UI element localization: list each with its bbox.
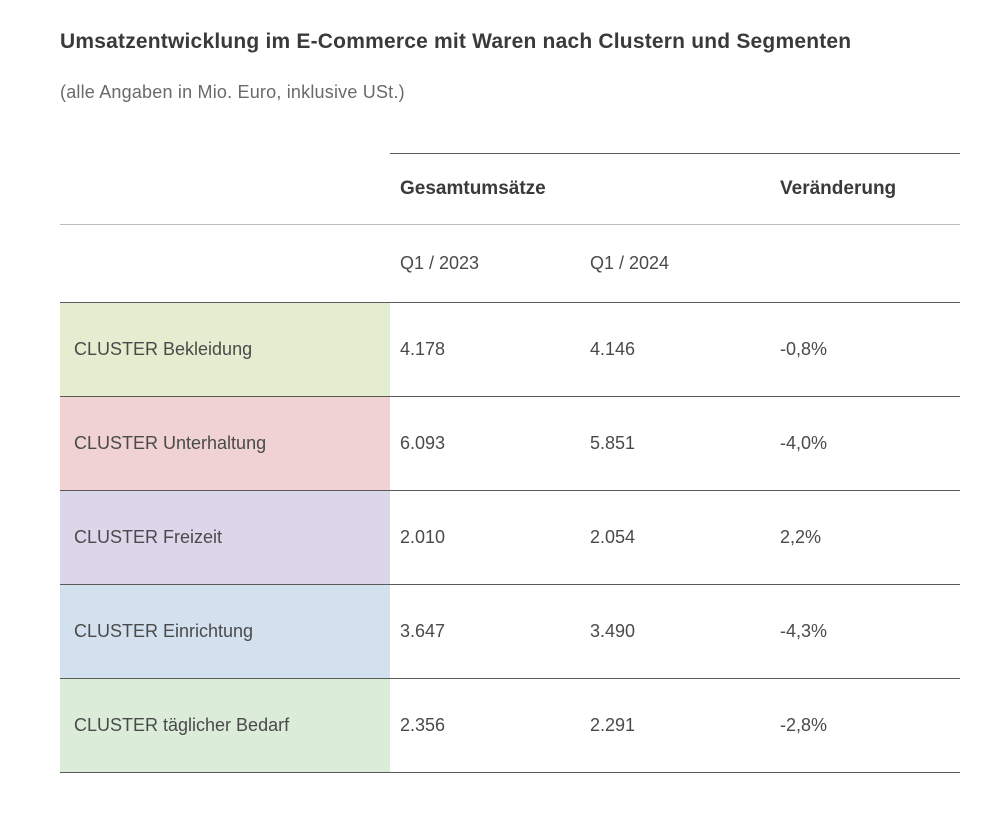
q1-2024-value: 2.054: [580, 491, 770, 585]
change-value: -4,0%: [770, 397, 960, 491]
table-row: CLUSTER Freizeit 2.010 2.054 2,2%: [60, 491, 960, 585]
table-subheader-empty: [60, 225, 390, 303]
revenue-table: Gesamtumsätze Veränderung Q1 / 2023 Q1 /…: [60, 153, 960, 773]
q1-2023-value: 3.647: [390, 585, 580, 679]
q1-2024-value: 3.490: [580, 585, 770, 679]
table-header-sub-row: Q1 / 2023 Q1 / 2024: [60, 225, 960, 303]
table-header-empty: [60, 154, 390, 225]
change-value: 2,2%: [770, 491, 960, 585]
change-value: -4,3%: [770, 585, 960, 679]
table-header-revenue: Gesamtumsätze: [390, 154, 770, 225]
table-row: CLUSTER täglicher Bedarf 2.356 2.291 -2,…: [60, 679, 960, 773]
cluster-label: CLUSTER Bekleidung: [60, 303, 390, 397]
q1-2024-value: 2.291: [580, 679, 770, 773]
q1-2023-value: 6.093: [390, 397, 580, 491]
q1-2023-value: 2.010: [390, 491, 580, 585]
change-value: -2,8%: [770, 679, 960, 773]
table-header-change: Veränderung: [770, 154, 960, 225]
table-subheader-change-empty: [770, 225, 960, 303]
cluster-label: CLUSTER Unterhaltung: [60, 397, 390, 491]
cluster-label: CLUSTER Einrichtung: [60, 585, 390, 679]
table-row: CLUSTER Bekleidung 4.178 4.146 -0,8%: [60, 303, 960, 397]
q1-2024-value: 5.851: [580, 397, 770, 491]
change-value: -0,8%: [770, 303, 960, 397]
q1-2023-value: 2.356: [390, 679, 580, 773]
cluster-label: CLUSTER täglicher Bedarf: [60, 679, 390, 773]
table-subheader-q1-2024: Q1 / 2024: [580, 225, 770, 303]
table-subheader-q1-2023: Q1 / 2023: [390, 225, 580, 303]
table-row: CLUSTER Unterhaltung 6.093 5.851 -4,0%: [60, 397, 960, 491]
table-row: CLUSTER Einrichtung 3.647 3.490 -4,3%: [60, 585, 960, 679]
q1-2024-value: 4.146: [580, 303, 770, 397]
page-title: Umsatzentwicklung im E-Commerce mit Ware…: [60, 30, 924, 54]
page-subtitle: (alle Angaben in Mio. Euro, inklusive US…: [60, 82, 924, 103]
cluster-label: CLUSTER Freizeit: [60, 491, 390, 585]
table-header-group-row: Gesamtumsätze Veränderung: [60, 154, 960, 225]
q1-2023-value: 4.178: [390, 303, 580, 397]
